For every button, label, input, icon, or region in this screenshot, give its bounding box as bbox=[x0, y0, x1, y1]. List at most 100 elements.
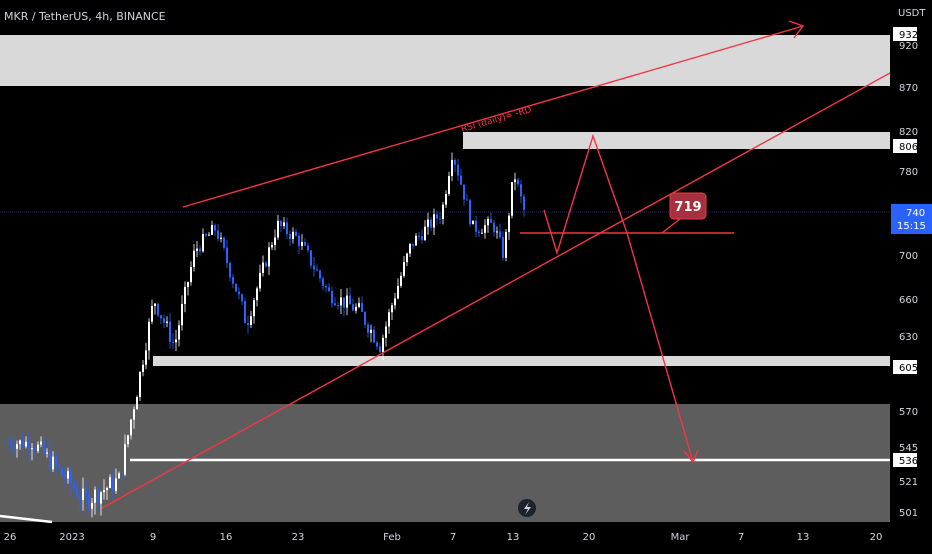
candle-body bbox=[7, 442, 9, 444]
candle-body bbox=[418, 235, 420, 237]
candle-body bbox=[88, 495, 90, 509]
candle-body bbox=[130, 419, 132, 436]
candle-body bbox=[409, 243, 411, 254]
candle-body bbox=[214, 225, 216, 231]
candle-body bbox=[385, 326, 387, 338]
candle-body bbox=[292, 231, 294, 240]
candle-body bbox=[478, 231, 480, 233]
candle-body bbox=[13, 446, 15, 449]
currency-label: USDT bbox=[898, 8, 926, 19]
candle-body bbox=[223, 237, 225, 248]
candle-body bbox=[28, 441, 30, 450]
candle-body bbox=[265, 262, 267, 267]
candle-body bbox=[331, 291, 333, 304]
y-tick-label: 820 bbox=[899, 127, 918, 138]
lightning-icon-glyph bbox=[524, 502, 531, 515]
candle-body bbox=[97, 489, 99, 504]
candle-body bbox=[178, 325, 180, 340]
candle-body bbox=[349, 295, 351, 305]
candle-body bbox=[199, 248, 201, 252]
candle-body bbox=[454, 160, 456, 165]
candle-body bbox=[283, 222, 285, 227]
candle-body bbox=[520, 184, 522, 197]
last-price-countdown: 15:15 bbox=[897, 221, 926, 232]
candle-body bbox=[196, 248, 198, 251]
candle-body bbox=[394, 298, 396, 306]
candle-body bbox=[388, 312, 390, 327]
y-tick-label: 501 bbox=[899, 508, 918, 519]
candle-body bbox=[127, 435, 129, 445]
candle-body bbox=[220, 237, 222, 239]
symbol-title: MKR / TetherUS, 4h, BINANCE bbox=[4, 10, 166, 23]
y-tick-label: 700 bbox=[899, 251, 918, 262]
projected-arrow-head bbox=[683, 449, 699, 464]
candle-body bbox=[163, 318, 165, 323]
candle-body bbox=[523, 196, 525, 210]
candle-body bbox=[118, 473, 120, 479]
price-level-tag-605 bbox=[893, 360, 917, 374]
candle-body bbox=[496, 231, 498, 233]
candle-body bbox=[322, 278, 324, 287]
candle-body bbox=[295, 231, 297, 236]
candle-body bbox=[415, 235, 417, 246]
candle-body bbox=[502, 237, 504, 258]
candle-body bbox=[154, 303, 156, 306]
candle-body bbox=[160, 315, 162, 319]
candle-body bbox=[151, 305, 153, 322]
x-tick-label: 9 bbox=[150, 532, 156, 543]
y-tick-label: 545 bbox=[899, 443, 918, 454]
candle-body bbox=[139, 372, 141, 397]
candle-body bbox=[442, 204, 444, 220]
candle-body bbox=[244, 301, 246, 324]
candle-body bbox=[25, 441, 27, 447]
candle-body bbox=[184, 286, 186, 304]
candle-body bbox=[148, 321, 150, 351]
candle-body bbox=[34, 448, 36, 452]
x-tick-label: 7 bbox=[738, 532, 744, 543]
candle-body bbox=[427, 219, 429, 227]
price-level-tag-932 bbox=[893, 27, 917, 41]
x-tick-label: Feb bbox=[383, 532, 401, 543]
x-tick-label: 2023 bbox=[59, 532, 84, 543]
candle-body bbox=[505, 231, 507, 258]
candle-body bbox=[397, 285, 399, 299]
candle-body bbox=[355, 306, 357, 311]
candle-body bbox=[421, 236, 423, 241]
candle-body bbox=[328, 287, 330, 292]
candle-body bbox=[487, 218, 489, 226]
candle-body bbox=[463, 184, 465, 200]
y-tick-label: 780 bbox=[899, 167, 918, 178]
candle-body bbox=[286, 222, 288, 234]
candle-body bbox=[172, 342, 174, 344]
candle-body bbox=[445, 193, 447, 205]
target-box[interactable] bbox=[669, 192, 707, 220]
candle-body bbox=[436, 214, 438, 219]
candle-body bbox=[301, 242, 303, 247]
candles-group bbox=[7, 152, 525, 518]
candle-body bbox=[115, 478, 117, 491]
x-tick-label: 20 bbox=[870, 532, 883, 543]
candle-body bbox=[376, 342, 378, 347]
candle-body bbox=[340, 297, 342, 306]
candle-body bbox=[259, 272, 261, 289]
y-tick-label: 806 bbox=[899, 142, 918, 153]
x-tick-label: Mar bbox=[671, 532, 691, 543]
candle-body bbox=[46, 452, 48, 454]
bottom-left-line bbox=[0, 514, 53, 524]
candle-body bbox=[472, 220, 474, 225]
candle-body bbox=[121, 473, 123, 475]
time-axis[interactable]: 26 2023 9 16 23 Feb 7 13 20 Mar 7 13 20 bbox=[4, 532, 883, 543]
candle-body bbox=[49, 452, 51, 470]
candle-body bbox=[262, 262, 264, 273]
candle-body bbox=[391, 305, 393, 313]
candle-body bbox=[469, 200, 471, 225]
candle-body bbox=[241, 294, 243, 302]
candle-body bbox=[190, 267, 192, 283]
lower-zone bbox=[0, 404, 890, 522]
candle-body bbox=[337, 305, 339, 307]
candle-body bbox=[298, 235, 300, 247]
candle-body bbox=[43, 441, 45, 454]
